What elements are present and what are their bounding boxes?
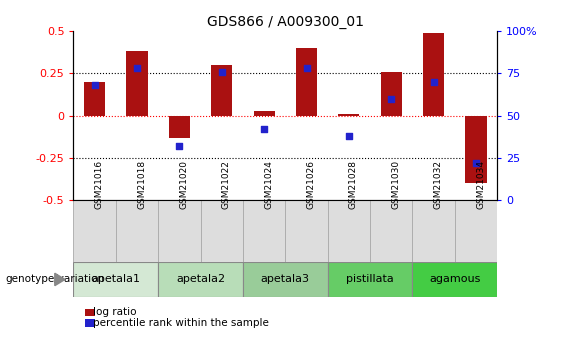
Text: GSM21016: GSM21016: [95, 160, 103, 209]
Text: pistillata: pistillata: [346, 275, 394, 284]
Bar: [73, 200, 116, 262]
Text: GSM21018: GSM21018: [137, 160, 146, 209]
Bar: [243, 262, 328, 297]
Text: GSM21022: GSM21022: [221, 160, 231, 209]
Text: GSM21032: GSM21032: [434, 160, 442, 209]
Point: [259, 126, 269, 132]
Text: GSM21024: GSM21024: [264, 160, 273, 209]
Bar: [254, 110, 275, 116]
Point: [217, 69, 226, 75]
Bar: [412, 200, 455, 262]
Bar: [243, 200, 285, 262]
Bar: [328, 200, 370, 262]
Text: GSM21034: GSM21034: [476, 160, 485, 209]
Bar: [423, 33, 444, 116]
Bar: [466, 116, 486, 183]
Bar: [370, 200, 412, 262]
Title: GDS866 / A009300_01: GDS866 / A009300_01: [207, 14, 364, 29]
Bar: [158, 200, 201, 262]
Bar: [338, 114, 359, 116]
Bar: [84, 82, 105, 116]
Text: apetala2: apetala2: [176, 275, 225, 284]
Text: apetala3: apetala3: [261, 275, 310, 284]
Bar: [381, 72, 402, 116]
Point: [90, 82, 99, 88]
Bar: [328, 262, 412, 297]
Text: GSM21030: GSM21030: [391, 160, 400, 209]
Point: [344, 133, 354, 139]
Bar: [211, 65, 232, 116]
Bar: [127, 51, 147, 116]
Text: genotype/variation: genotype/variation: [6, 275, 105, 284]
Text: apetala1: apetala1: [92, 275, 140, 284]
Bar: [73, 262, 158, 297]
Text: log ratio: log ratio: [93, 307, 137, 317]
Point: [429, 79, 438, 85]
Bar: [296, 48, 317, 116]
Point: [471, 160, 480, 166]
Point: [175, 143, 184, 149]
Bar: [116, 200, 158, 262]
Text: GSM21026: GSM21026: [306, 160, 315, 209]
Bar: [455, 200, 497, 262]
Text: GSM21028: GSM21028: [349, 160, 358, 209]
Text: percentile rank within the sample: percentile rank within the sample: [93, 318, 269, 327]
Text: GSM21020: GSM21020: [179, 160, 188, 209]
Point: [132, 66, 141, 71]
Bar: [412, 262, 497, 297]
Text: agamous: agamous: [429, 275, 480, 284]
Bar: [201, 200, 243, 262]
Point: [386, 96, 396, 101]
Bar: [285, 200, 328, 262]
Bar: [158, 262, 243, 297]
Bar: [169, 116, 190, 138]
Point: [302, 66, 311, 71]
